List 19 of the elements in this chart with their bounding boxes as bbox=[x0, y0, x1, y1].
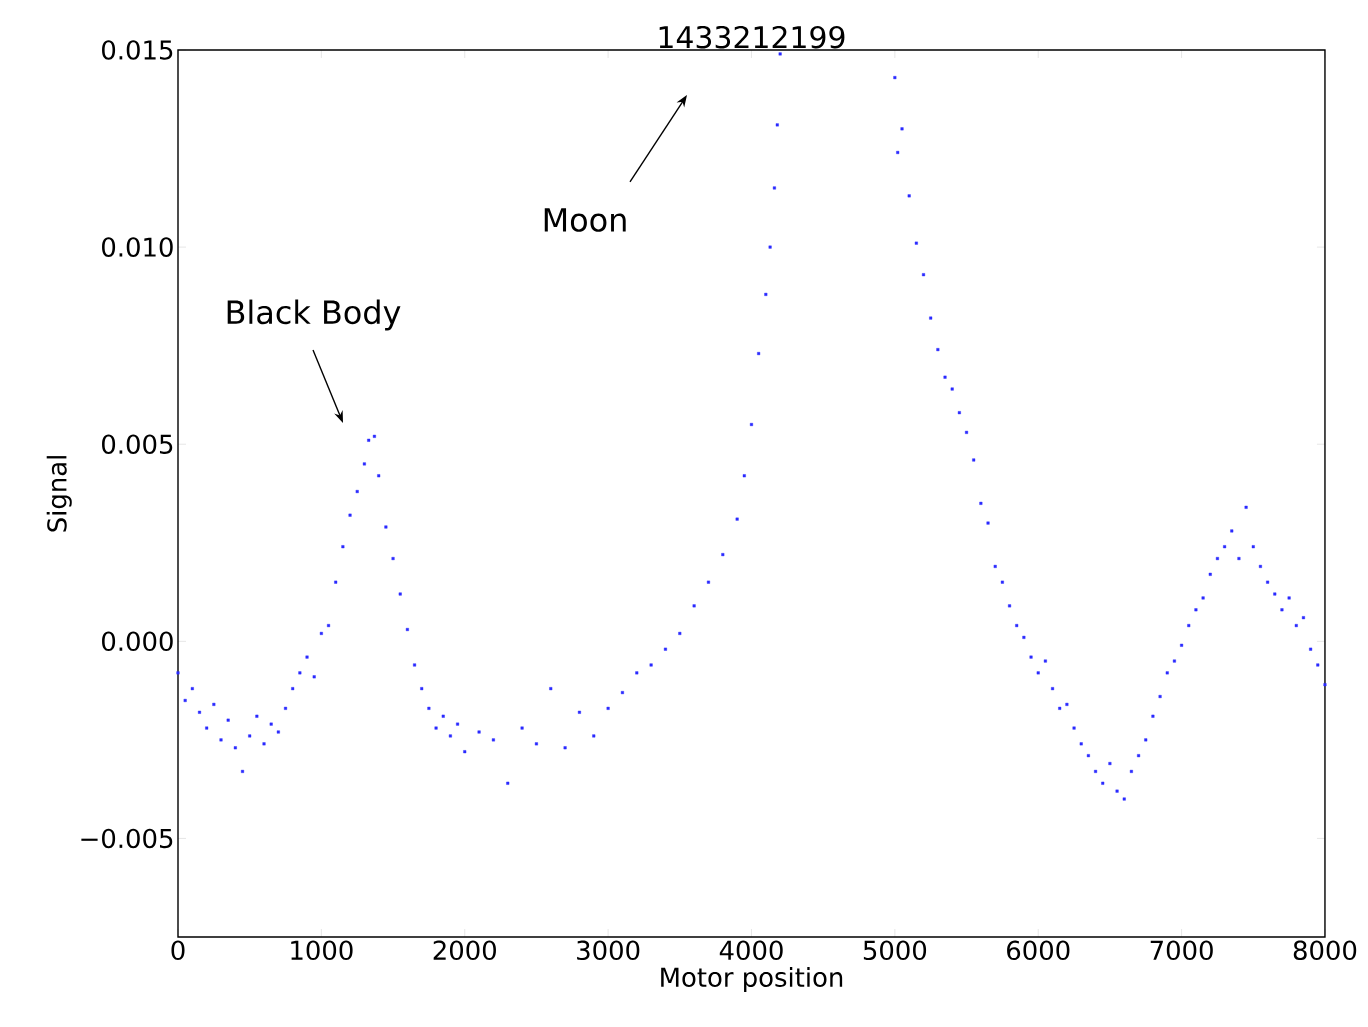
x-tick-label: 8000 bbox=[1293, 940, 1357, 961]
y-tick-label: 0.000 bbox=[102, 631, 173, 652]
y-tick-label: 0.010 bbox=[102, 237, 173, 257]
x-tick-label: 0 bbox=[171, 940, 185, 961]
y-tick-label: 0.015 bbox=[102, 40, 173, 60]
chart-title: 1433212199 bbox=[659, 25, 845, 49]
x-tick-label: 1000 bbox=[291, 940, 353, 961]
x-tick-label: 5000 bbox=[863, 940, 927, 961]
x-tick-label: 7000 bbox=[1150, 940, 1213, 961]
y-tick-label: −0.005 bbox=[81, 828, 173, 849]
y-tick-label: 0.005 bbox=[102, 434, 173, 455]
x-axis-title: Motor position bbox=[661, 966, 843, 993]
x-tick-label: 4000 bbox=[719, 940, 783, 961]
annotation: Black Body bbox=[227, 299, 401, 331]
y-axis-title: Signal bbox=[46, 456, 72, 532]
x-tick-label: 6000 bbox=[1007, 940, 1070, 961]
x-tick-label: 3000 bbox=[577, 940, 640, 961]
x-tick-label: 2000 bbox=[433, 940, 496, 961]
annotation: Moon bbox=[544, 208, 626, 232]
